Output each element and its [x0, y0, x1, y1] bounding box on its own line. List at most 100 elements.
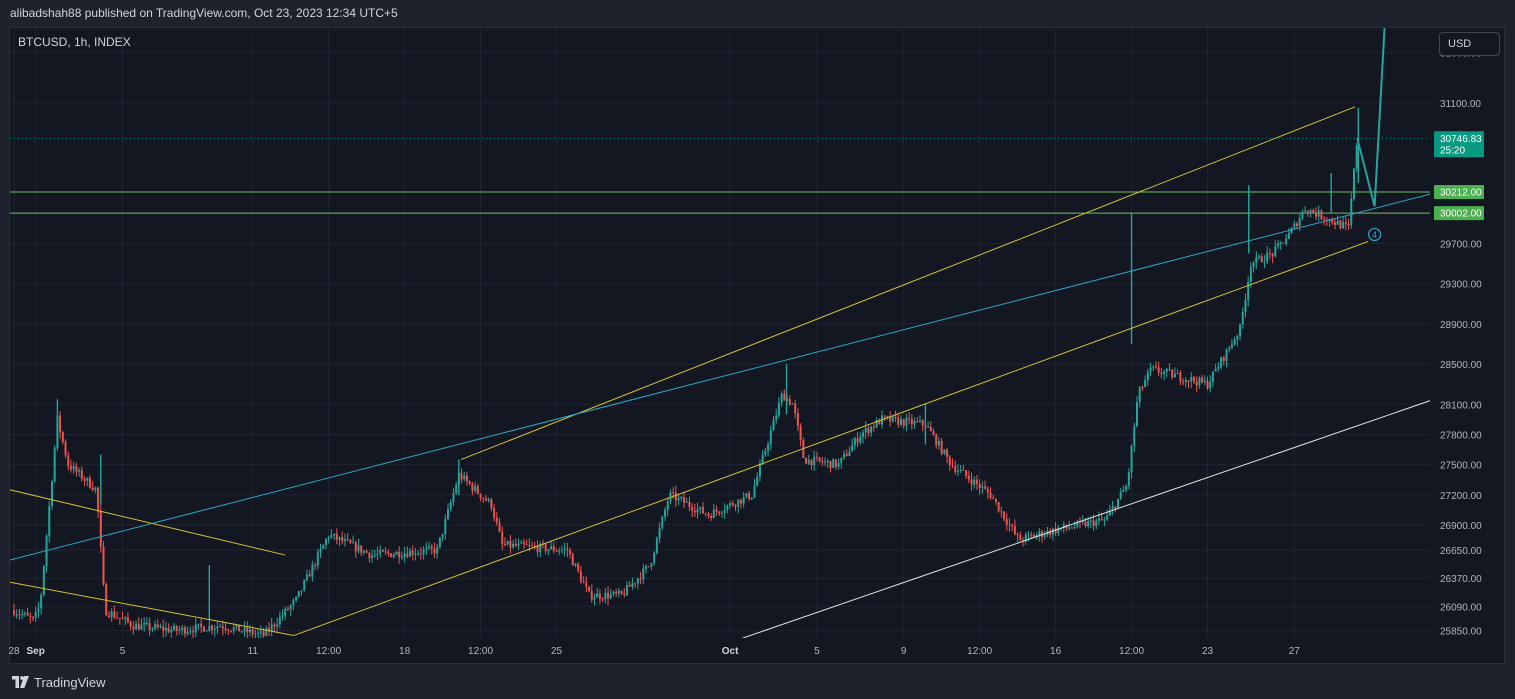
candle-body	[975, 479, 978, 484]
candle-body	[1013, 526, 1016, 534]
candle-body	[170, 629, 173, 633]
candle-body	[894, 416, 897, 418]
candle-body	[433, 548, 436, 554]
wave-label-circle	[1367, 227, 1382, 242]
candle-body	[232, 627, 235, 631]
candle-body	[213, 628, 216, 630]
candle-body	[536, 546, 539, 553]
candle-body	[517, 543, 520, 546]
candle-body	[1160, 372, 1163, 374]
candle-body	[444, 518, 447, 534]
candle-body	[832, 459, 835, 468]
candle-body	[634, 583, 637, 585]
candle-body	[335, 533, 338, 540]
candle-body	[1095, 520, 1098, 527]
candle-body	[1304, 210, 1307, 212]
candle-body	[1209, 381, 1212, 389]
candle-body	[365, 550, 368, 553]
candle-body	[1255, 257, 1258, 264]
candle-body	[840, 457, 843, 464]
candle-body	[441, 533, 444, 538]
candle-body	[354, 542, 357, 552]
candle-body	[701, 506, 704, 514]
grid	[10, 28, 1430, 638]
candle-body	[585, 582, 588, 587]
candle-body	[1062, 524, 1065, 529]
candle-body	[1211, 371, 1214, 382]
candle-body	[97, 487, 100, 512]
candle-body	[61, 432, 64, 442]
candle-body	[639, 578, 642, 580]
candle-body	[284, 608, 287, 616]
candle-body	[463, 475, 466, 480]
candle-body	[29, 615, 32, 618]
candle-body	[853, 438, 856, 446]
yellow-line-4	[460, 106, 1356, 461]
candle-body	[1198, 377, 1201, 386]
candle-body	[731, 502, 734, 506]
wave-label-text: 4	[1372, 230, 1377, 240]
candle-body	[764, 450, 767, 455]
candle-body	[379, 550, 382, 554]
projection-path	[1356, 28, 1386, 207]
candle-body	[330, 535, 333, 538]
candle-body	[34, 611, 37, 618]
price-label-box	[1434, 185, 1484, 200]
candle-body	[246, 627, 249, 633]
candle-body	[824, 461, 827, 463]
candle-body	[490, 499, 493, 509]
candle-body	[300, 590, 303, 592]
candle-body	[962, 469, 965, 471]
candle-body	[525, 544, 528, 546]
y-tick-label: 27800.00	[1440, 430, 1482, 441]
price-label-value: 30002.00	[1440, 209, 1482, 220]
candle-body	[512, 543, 515, 548]
candle-body	[116, 617, 119, 619]
candle-body	[878, 420, 881, 425]
candle-body	[1171, 369, 1174, 378]
candle-body	[259, 631, 262, 633]
candle-body	[460, 472, 463, 480]
candle-body	[577, 563, 580, 572]
candle-body	[636, 578, 639, 584]
candle-body	[959, 469, 962, 471]
candle-body	[1141, 386, 1144, 388]
candle-body	[86, 478, 89, 481]
candle-body	[1339, 220, 1342, 229]
candle-body	[1182, 381, 1185, 383]
tradingview-logo[interactable]: TradingView	[12, 673, 106, 691]
candle-body	[129, 621, 132, 627]
candle-body	[997, 501, 1000, 512]
candle-body	[655, 538, 658, 553]
candle-body	[303, 580, 306, 591]
candle-body	[295, 596, 298, 601]
candle-body	[1296, 223, 1299, 227]
candle-body	[254, 633, 257, 635]
candle-body	[815, 456, 818, 458]
candle-body	[1019, 535, 1022, 541]
candle-body	[935, 434, 938, 446]
candle-body	[927, 426, 930, 428]
y-tick-label: 31100.00	[1440, 99, 1481, 110]
candle-body	[590, 591, 593, 600]
candle-body	[1206, 380, 1209, 389]
candle-body	[1260, 256, 1263, 263]
candle-body	[286, 608, 289, 610]
candle-body	[791, 403, 794, 405]
candle-body	[1317, 210, 1320, 217]
candle-body	[875, 420, 878, 428]
candle-body	[465, 475, 468, 482]
candle-body	[582, 581, 585, 583]
candle-body	[21, 614, 24, 616]
candle-body	[495, 517, 498, 523]
candle-body	[720, 512, 723, 514]
currency-button[interactable]: USD	[1439, 32, 1500, 56]
candle-body	[338, 537, 341, 540]
candle-body	[503, 543, 506, 545]
candle-body	[80, 470, 83, 479]
candle-body	[864, 427, 867, 433]
candle-body	[493, 508, 496, 518]
candle-body	[476, 486, 479, 494]
